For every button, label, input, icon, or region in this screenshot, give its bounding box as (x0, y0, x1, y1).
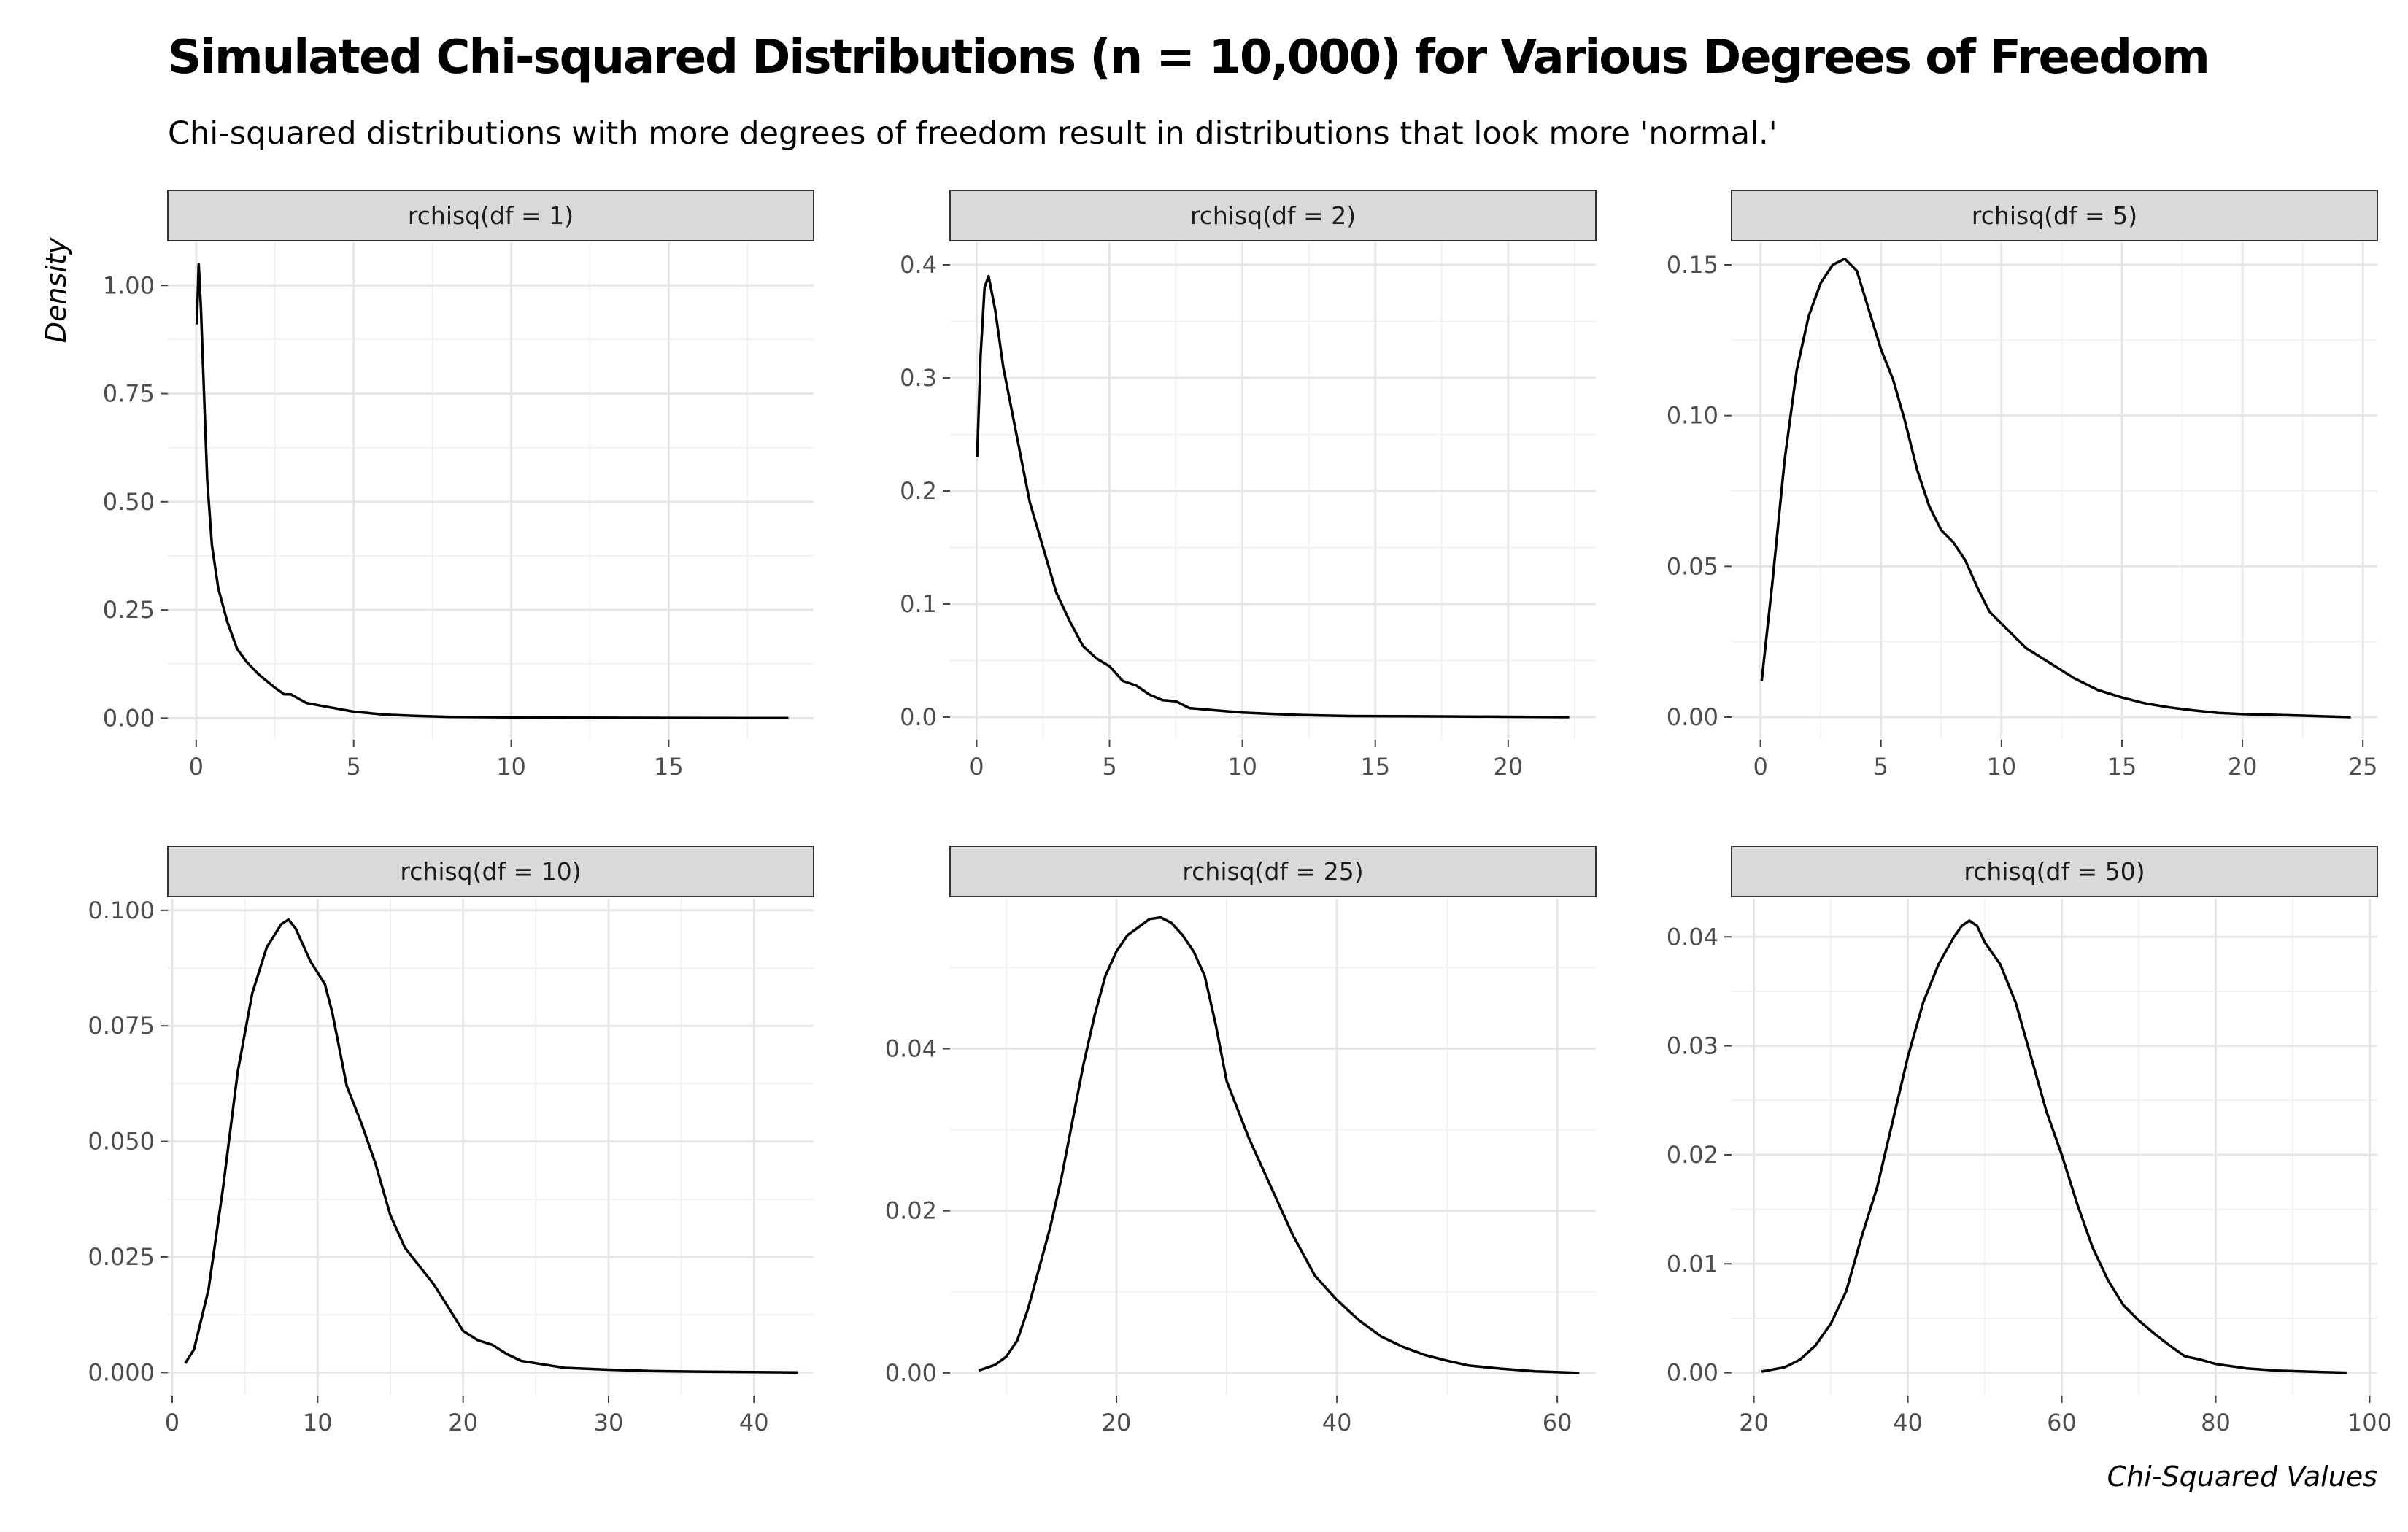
y-tick-label: 0.05 (1667, 552, 1718, 580)
y-tick-label: 0.75 (103, 380, 155, 408)
y-tick-label: 0.00 (1667, 1359, 1718, 1387)
y-tick-label: 0.00 (103, 704, 155, 732)
y-tick-label: 1.00 (103, 271, 155, 299)
x-tick-label: 0 (969, 753, 984, 781)
y-tick-label: 0.00 (885, 1359, 937, 1387)
facet-strip (1731, 846, 2378, 897)
x-tick-label: 25 (2348, 753, 2378, 781)
x-tick-label: 0 (1753, 753, 1767, 781)
x-tick-label: 0 (189, 753, 204, 781)
x-tick-label: 20 (2228, 753, 2258, 781)
facet-strip (949, 846, 1597, 897)
x-tick-label: 5 (1874, 753, 1888, 781)
facet-panel: 0 5 10 15 0.00 0.25 0.50 0.75 1.00 rchisq(df = 1) (103, 190, 814, 781)
y-tick-label: 0.000 (88, 1358, 155, 1386)
y-tick-label: 0.25 (103, 596, 155, 624)
x-tick-label: 0 (165, 1409, 180, 1436)
y-tick-label: 0.02 (885, 1197, 937, 1225)
y-tick-label: 0.4 (900, 251, 937, 279)
chart-subtitle: Chi-squared distributions with more degr… (168, 115, 1778, 152)
facet-strip-label: rchisq(df = 10) (400, 857, 581, 886)
x-tick-label: 60 (1543, 1409, 1572, 1436)
y-tick-label: 0.02 (1667, 1141, 1718, 1169)
x-tick-label: 5 (347, 753, 361, 781)
facet-strip-label: rchisq(df = 5) (1972, 201, 2137, 230)
y-tick-label: 0.3 (900, 364, 937, 392)
x-tick-label: 5 (1102, 753, 1116, 781)
facet-strip (167, 846, 814, 897)
facet-strip (949, 190, 1597, 241)
facet-panel: 0 5 10 15 20 25 0.00 0.05 0.10 0.15 rchisq(df = 5) (1667, 190, 2378, 781)
x-tick-label: 20 (1739, 1409, 1769, 1436)
y-tick-label: 0.075 (88, 1012, 155, 1040)
x-tick-label: 15 (654, 753, 684, 781)
y-tick-label: 0.0 (900, 703, 937, 731)
x-axis-label: Chi-Squared Values (2107, 1461, 2377, 1493)
x-tick-label: 40 (1893, 1409, 1923, 1436)
x-tick-label: 30 (594, 1409, 624, 1436)
x-tick-label: 10 (1986, 753, 2016, 781)
chart-title: Simulated Chi-squared Distributions (n =… (168, 31, 2210, 85)
y-tick-label: 0.10 (1667, 402, 1718, 430)
x-tick-label: 10 (1227, 753, 1257, 781)
x-tick-label: 40 (739, 1409, 769, 1436)
x-tick-label: 15 (1360, 753, 1390, 781)
facet-panel: 0 5 10 15 20 0.0 0.1 0.2 0.3 0.4 rchisq(df = 2) (900, 190, 1597, 781)
y-axis-label: Density (40, 237, 72, 343)
y-tick-label: 0.050 (88, 1128, 155, 1156)
x-tick-label: 20 (1493, 753, 1523, 781)
facet-strip-label: rchisq(df = 1) (408, 201, 574, 230)
y-tick-label: 0.04 (885, 1035, 937, 1063)
x-tick-label: 80 (2201, 1409, 2231, 1436)
x-tick-label: 40 (1322, 1409, 1352, 1436)
x-tick-label: 20 (1102, 1409, 1132, 1436)
y-tick-label: 0.00 (1667, 703, 1718, 731)
facet-strip-label: rchisq(df = 2) (1190, 201, 1356, 230)
facet-strip (1731, 190, 2378, 241)
facet-strip (167, 190, 814, 241)
x-tick-label: 20 (448, 1409, 478, 1436)
density-line (976, 274, 1570, 719)
x-tick-label: 10 (496, 753, 526, 781)
x-tick-label: 100 (2347, 1409, 2392, 1436)
x-tick-label: 15 (2107, 753, 2137, 781)
x-tick-label: 10 (303, 1409, 333, 1436)
facet-panel: 0 10 20 30 40 0.000 0.025 0.050 0.075 0.100 rchisq… (88, 846, 814, 1436)
y-tick-label: 0.50 (103, 488, 155, 516)
density-line (184, 918, 798, 1374)
facet-panel: 20 40 60 0.00 0.02 0.04 rchisq(df = 25) (885, 846, 1597, 1436)
y-tick-label: 0.025 (88, 1243, 155, 1271)
density-line (978, 916, 1580, 1374)
y-tick-label: 0.15 (1667, 251, 1718, 279)
x-tick-label: 60 (2047, 1409, 2077, 1436)
facet-panel: 20 40 60 80 100 0.00 0.01 0.02 0.03 0.04 rchisq(df… (1667, 846, 2392, 1436)
facet-strip-label: rchisq(df = 25) (1182, 857, 1363, 886)
y-tick-label: 0.100 (88, 897, 155, 924)
density-line (1760, 257, 2351, 719)
y-tick-label: 0.2 (900, 477, 937, 505)
density-line (195, 262, 789, 720)
facet-strip-label: rchisq(df = 50) (1964, 857, 2145, 886)
y-tick-label: 0.03 (1667, 1032, 1718, 1060)
y-tick-label: 0.1 (900, 590, 937, 618)
y-tick-label: 0.04 (1667, 923, 1718, 951)
density-line (1761, 919, 2347, 1374)
y-tick-label: 0.01 (1667, 1250, 1718, 1277)
